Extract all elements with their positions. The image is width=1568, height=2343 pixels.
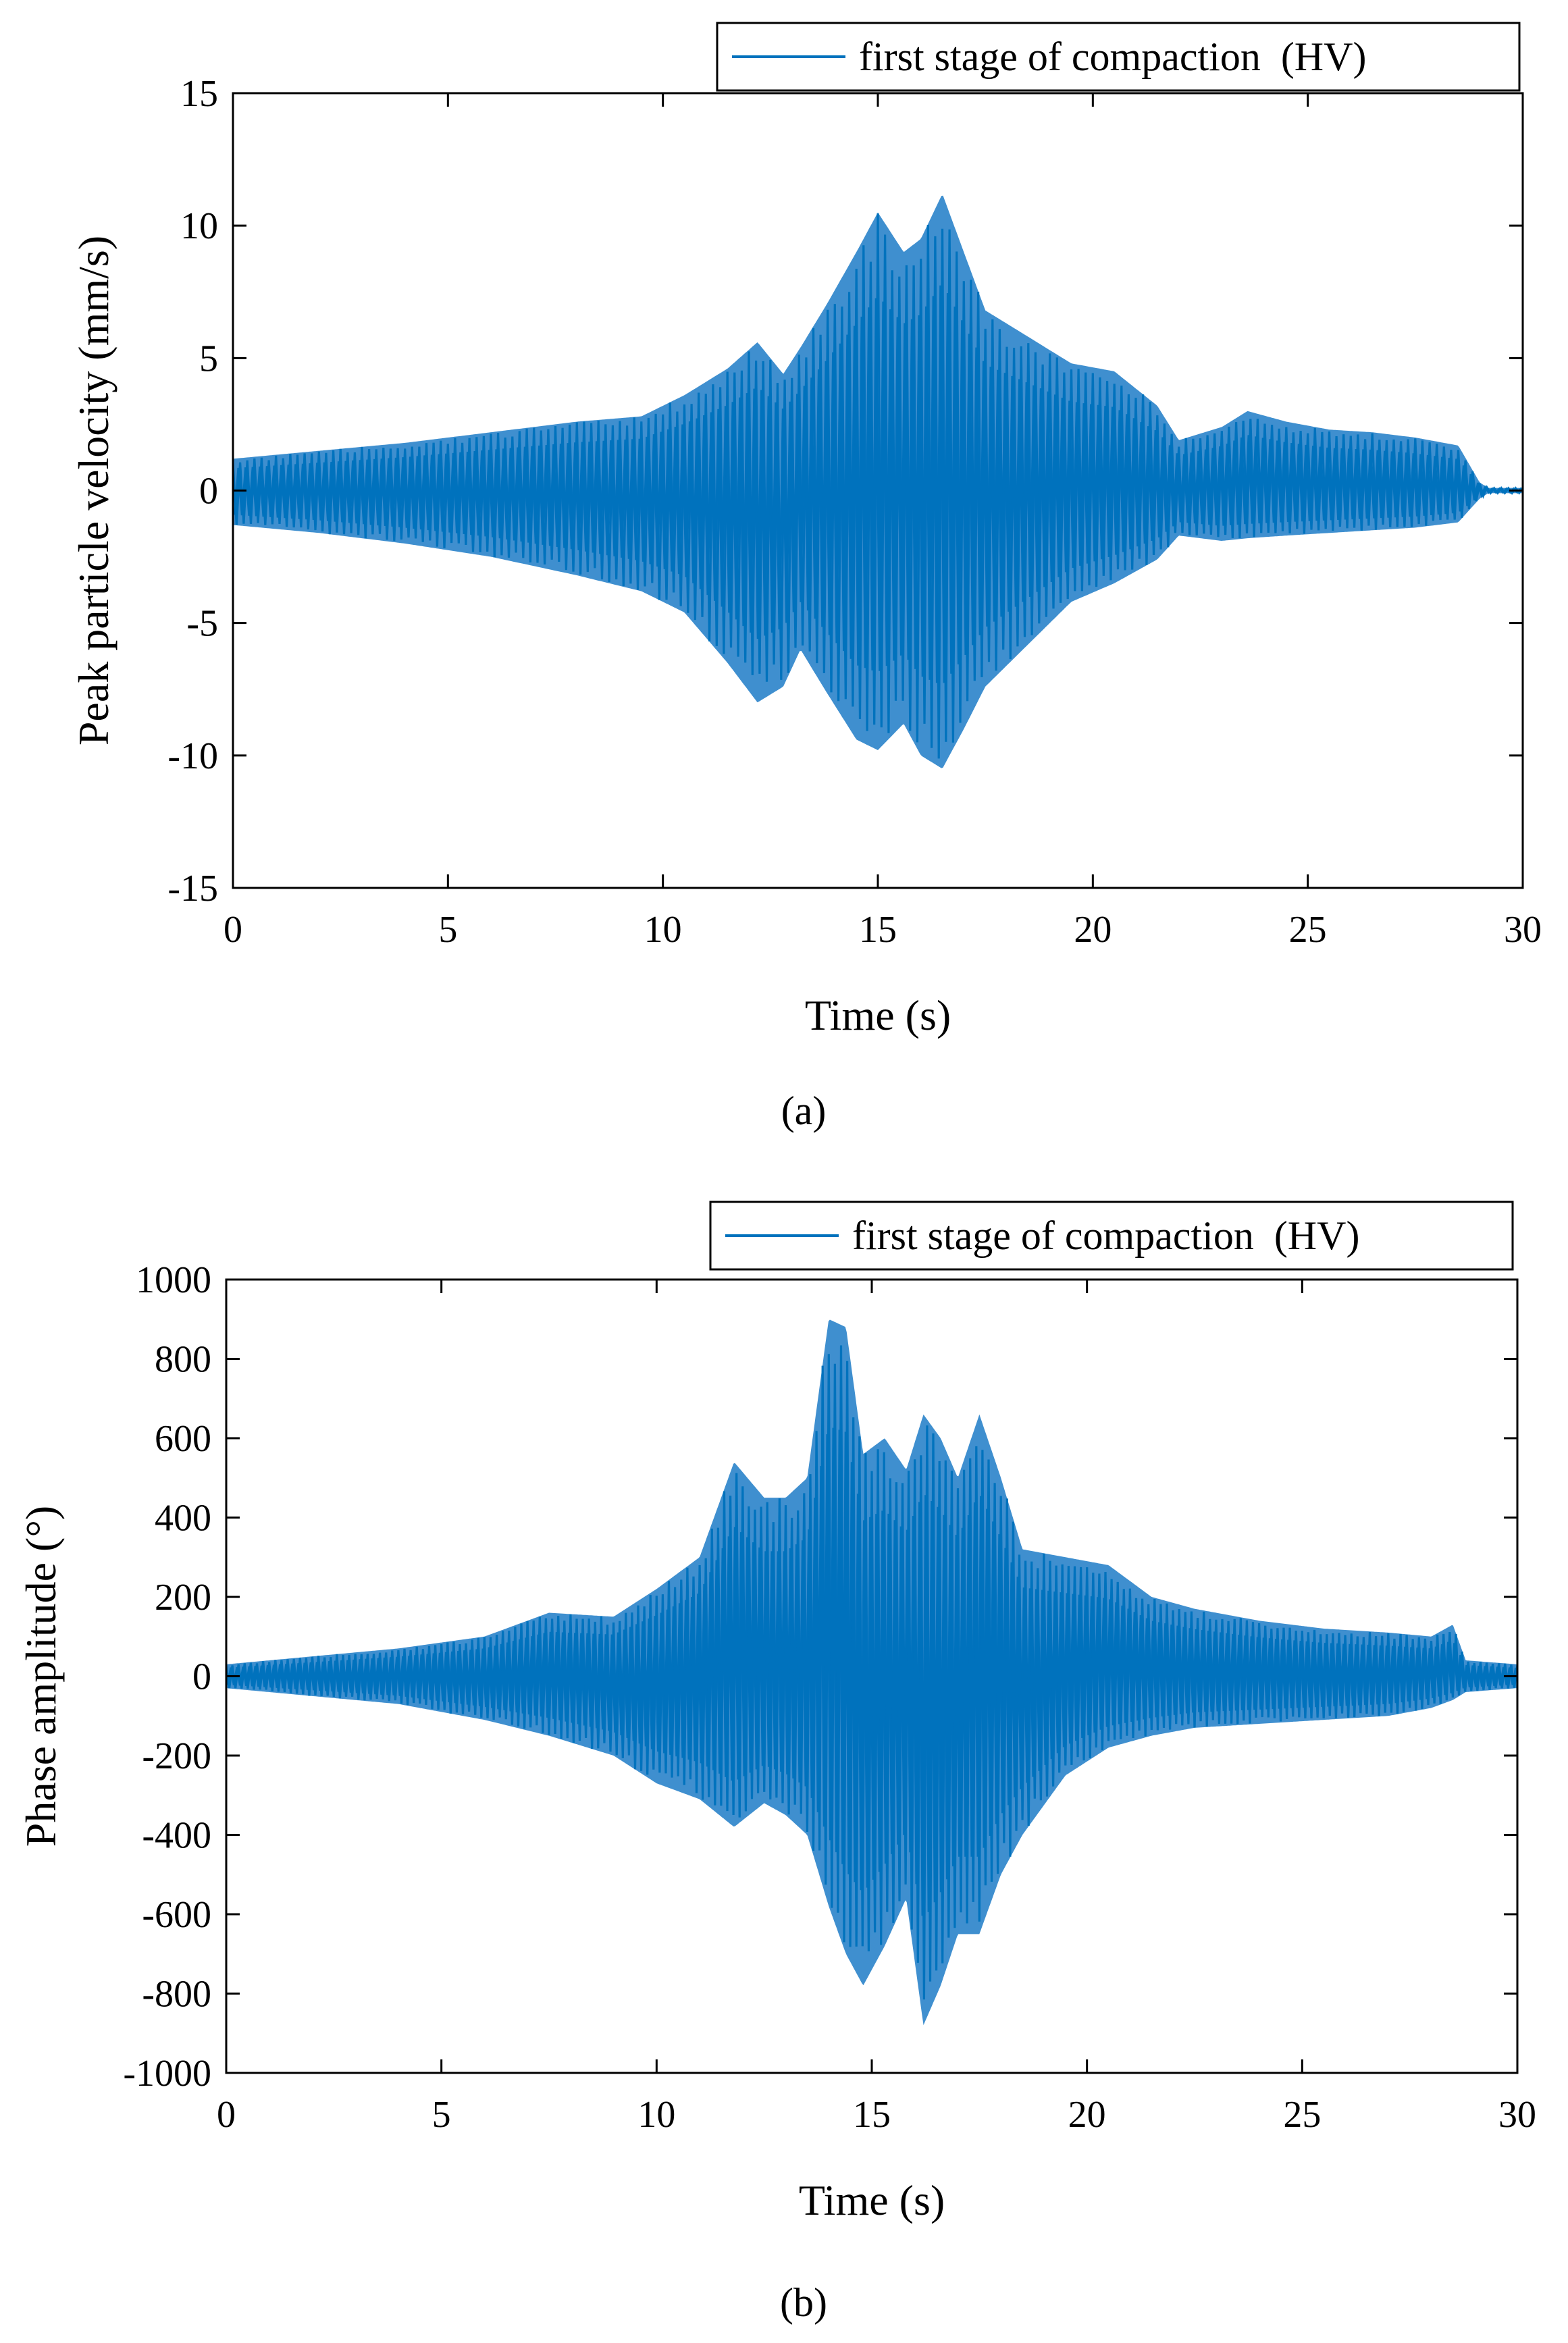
x-tick-label: 15 bbox=[859, 909, 897, 951]
y-tick-label: 0 bbox=[192, 1656, 211, 1698]
y-tick-label: 800 bbox=[155, 1339, 211, 1381]
x-tick-label: 30 bbox=[1504, 909, 1542, 951]
y-tick-label: -10 bbox=[167, 735, 218, 777]
y-tick-label: -200 bbox=[142, 1735, 211, 1777]
x-tick-label: 25 bbox=[1283, 2094, 1321, 2136]
x-axis-label: Time (s) bbox=[799, 2176, 945, 2224]
signal-line-core bbox=[226, 1427, 1517, 1916]
x-tick-label: 5 bbox=[438, 909, 457, 951]
signal-line-core bbox=[234, 285, 1523, 683]
panel-caption: (b) bbox=[780, 2280, 827, 2325]
legend: first stage of compaction (HV) bbox=[709, 1201, 1514, 1271]
y-tick-label: 1000 bbox=[136, 1259, 211, 1301]
signal-line bbox=[226, 1345, 1517, 2000]
chart-panel-b: 0 5 10 15 20 25 30 1000 800 600 400 200 0 -200 -400 -60… bbox=[17, 1201, 1536, 2325]
x-tick-label: 25 bbox=[1289, 909, 1327, 951]
y-tick-label: -400 bbox=[142, 1815, 211, 1857]
x-tick-label: 10 bbox=[637, 2094, 675, 2136]
signal-line bbox=[233, 213, 1523, 759]
y-tick-label: -15 bbox=[167, 868, 218, 910]
y-tick-label: 200 bbox=[155, 1577, 211, 1618]
signal-series bbox=[226, 1319, 1517, 2026]
y-tick-label: 600 bbox=[155, 1418, 211, 1460]
legend-box bbox=[709, 1201, 1514, 1271]
y-axis-label: Phase amplitude (°) bbox=[17, 1506, 65, 1847]
x-tick-label: 15 bbox=[853, 2094, 891, 2136]
x-tick-label: 30 bbox=[1498, 2094, 1536, 2136]
legend-box bbox=[716, 22, 1521, 92]
x-axis-label: Time (s) bbox=[805, 991, 951, 1039]
x-tick-label: 0 bbox=[217, 2094, 236, 2136]
y-tick-label: -800 bbox=[142, 1974, 211, 2016]
y-tick-label: 5 bbox=[199, 338, 218, 379]
y-tick-label: 15 bbox=[180, 73, 218, 115]
y-tick-label: -5 bbox=[186, 603, 218, 645]
x-tick-label: 10 bbox=[644, 909, 682, 951]
legend-label: first stage of compaction (HV) bbox=[859, 34, 1366, 79]
x-tick-label: 20 bbox=[1068, 2094, 1106, 2136]
x-tick-label: 5 bbox=[432, 2094, 451, 2136]
y-tick-label: -600 bbox=[142, 1894, 211, 1936]
x-tick-label: 20 bbox=[1074, 909, 1112, 951]
y-tick-label: 10 bbox=[180, 205, 218, 247]
panel-caption: (a) bbox=[781, 1088, 827, 1133]
y-tick-label: 0 bbox=[199, 471, 218, 512]
legend-label: first stage of compaction (HV) bbox=[852, 1213, 1359, 1258]
chart-panel-a: 0 5 10 15 20 25 30 15 10 5 0 -5 -10 -15 Time (s) Peak p… bbox=[70, 22, 1542, 1133]
x-tick-label: 0 bbox=[224, 909, 242, 951]
legend: first stage of compaction (HV) bbox=[716, 22, 1521, 92]
signal-series bbox=[233, 195, 1523, 768]
y-tick-label: 400 bbox=[155, 1498, 211, 1539]
y-tick-label: -1000 bbox=[123, 2053, 211, 2095]
y-axis-label: Peak particle velocity (mm/s) bbox=[70, 236, 117, 745]
